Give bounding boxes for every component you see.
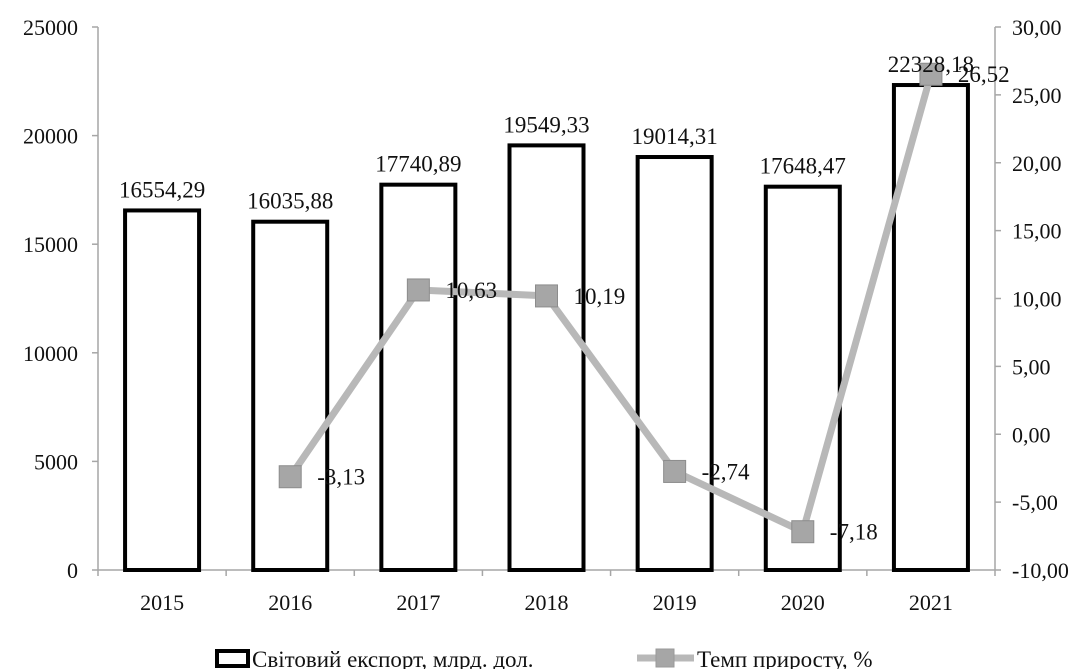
bar-value-label: 16035,88 <box>247 189 333 214</box>
bar-value-label: 17648,47 <box>760 154 846 179</box>
line-marker <box>535 284 558 308</box>
x-axis-tick-label: 2020 <box>781 590 825 615</box>
right-axis-tick-label: 25,00 <box>1012 83 1062 108</box>
legend-line-label: Темп приросту, % <box>697 647 873 669</box>
line-value-label: 26,52 <box>958 62 1010 87</box>
bar <box>635 155 714 572</box>
bar <box>763 184 842 572</box>
legend-line-marker <box>655 648 675 668</box>
x-axis-tick-label: 2017 <box>396 590 440 615</box>
left-axis-tick-label: 25000 <box>23 15 78 40</box>
x-axis-tick-label: 2019 <box>653 590 697 615</box>
line-marker <box>919 62 943 86</box>
right-axis-tick-label: 10,00 <box>1012 287 1062 312</box>
left-axis-tick-label: 5000 <box>34 449 78 474</box>
x-axis-tick-label: 2015 <box>140 590 184 615</box>
right-axis-tick-label: 15,00 <box>1012 219 1062 244</box>
growth-line <box>287 73 935 536</box>
line-value-label: -2,74 <box>702 459 750 484</box>
bar <box>251 219 330 572</box>
line-series <box>278 62 943 544</box>
bar <box>507 143 586 572</box>
right-axis-tick-label: 20,00 <box>1012 151 1062 176</box>
line-marker <box>278 465 302 489</box>
x-axis-tick-label: 2021 <box>909 590 953 615</box>
chart-axes: 0 5000 10000 15000 20000 25000 -10,00 -5,00 0,00… <box>23 15 1069 615</box>
line-value-label: 10,63 <box>445 278 497 303</box>
bar-value-label: 19014,31 <box>632 124 718 149</box>
data-labels: 16554,29 16035,88 17740,89 19549,33 19014,31… <box>119 52 1010 545</box>
x-axis-tick-label: 2016 <box>268 590 312 615</box>
bar-value-label: 16554,29 <box>119 177 205 202</box>
left-axis-tick-label: 0 <box>67 558 78 583</box>
right-axis-tick-label: -10,00 <box>1012 558 1069 583</box>
bar-value-label: 17740,89 <box>375 152 461 177</box>
line-value-label: -3,13 <box>317 465 365 490</box>
bar-value-label: 22328,18 <box>888 52 974 77</box>
right-axis-tick-label: 0,00 <box>1012 422 1051 447</box>
legend-bar-swatch <box>215 649 250 668</box>
bar <box>123 208 202 572</box>
line-marker <box>663 459 687 483</box>
right-axis-tick-label: 30,00 <box>1012 15 1062 40</box>
left-axis-tick-label: 20000 <box>23 124 78 149</box>
line-value-label: -7,18 <box>830 520 878 545</box>
line-marker <box>791 520 815 544</box>
bar-value-label: 19549,33 <box>503 112 589 137</box>
legend: Світовий експорт, млрд. дол. Темп прирос… <box>215 647 873 669</box>
bar <box>379 182 458 572</box>
line-value-label: 10,19 <box>574 284 626 309</box>
left-axis-tick-label: 10000 <box>23 341 78 366</box>
x-axis-tick-label: 2018 <box>525 590 569 615</box>
legend-bar-label: Світовий експорт, млрд. дол. <box>252 647 533 669</box>
right-axis-tick-label: -5,00 <box>1012 490 1058 515</box>
left-axis-tick-label: 15000 <box>23 232 78 257</box>
right-axis-tick-label: 5,00 <box>1012 354 1051 379</box>
line-marker <box>406 278 430 302</box>
